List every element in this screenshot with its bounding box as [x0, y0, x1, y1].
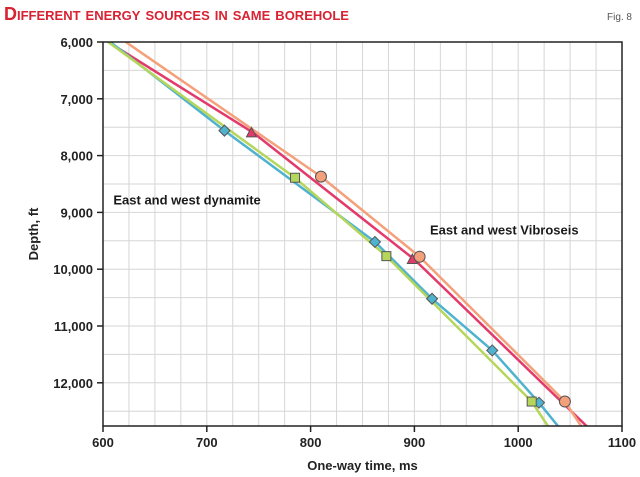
circle-marker — [314, 170, 327, 183]
square-marker — [526, 396, 537, 407]
y-tick-label: 9,000 — [60, 205, 93, 220]
x-tick-label: 700 — [196, 435, 218, 450]
chart-annotation: East and west dynamite — [113, 192, 260, 207]
x-tick-label: 600 — [92, 435, 114, 450]
x-tick-label: 1000 — [504, 435, 533, 450]
y-tick-label: 7,000 — [60, 92, 93, 107]
x-tick-label: 900 — [404, 435, 426, 450]
y-axis-title: Depth, ft — [26, 207, 41, 260]
circle-marker — [558, 395, 571, 408]
square-marker — [290, 172, 301, 183]
plot-frame — [102, 41, 623, 427]
x-tick-label: 800 — [300, 435, 322, 450]
diamond-marker — [486, 344, 499, 357]
y-tick-label: 8,000 — [60, 149, 93, 164]
diamond-marker — [368, 235, 382, 249]
annotation-layer: East and west dynamite East and west Vibr… — [113, 192, 578, 237]
grid-layer — [103, 42, 622, 426]
figure-label: Fig. 8 — [606, 12, 632, 23]
x-axis-title: One-way time, ms — [307, 458, 418, 473]
triangle-marker — [245, 126, 258, 138]
y-tick-label: 10,000 — [53, 262, 93, 277]
square-marker — [381, 251, 392, 262]
y-tick-label: 12,000 — [53, 376, 93, 391]
diamond-marker — [425, 292, 439, 305]
x-tick-label: 1100 — [608, 435, 636, 450]
circle-marker — [413, 250, 426, 263]
y-tick-label: 6,000 — [60, 35, 93, 50]
marker-layer — [218, 124, 571, 409]
tick-layer: 600 700 800 900 1000 1100 6,000 7,000 8,000 9,000… — [53, 35, 636, 450]
y-tick-label: 11,000 — [54, 319, 93, 334]
chart-title: Different energy sources in same borehol… — [4, 4, 349, 24]
diamond-marker — [218, 124, 231, 137]
series-line-1 — [107, 42, 589, 426]
chart-annotation: East and west Vibroseis — [430, 223, 579, 238]
